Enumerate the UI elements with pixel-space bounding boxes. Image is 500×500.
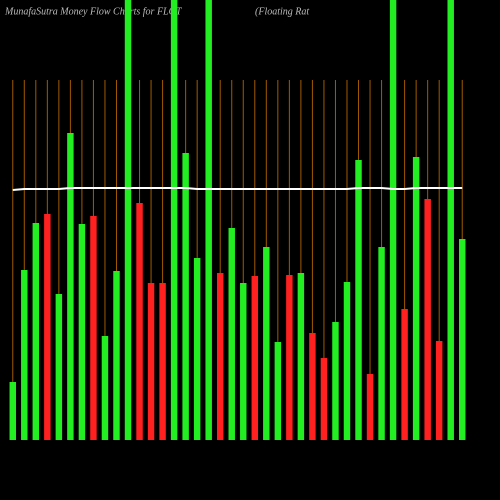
- bar: [182, 153, 189, 440]
- bar: [90, 216, 97, 440]
- bar: [366, 374, 374, 440]
- bar: [78, 224, 86, 440]
- bar: [401, 309, 408, 440]
- bar: [355, 160, 362, 440]
- bar: [286, 275, 293, 440]
- bar: [297, 273, 305, 440]
- bar: [263, 247, 270, 440]
- bar: [44, 214, 51, 440]
- bar: [159, 283, 166, 440]
- bar: [136, 203, 143, 440]
- bar: [32, 223, 40, 440]
- bar: [9, 382, 16, 440]
- bar: [67, 133, 74, 440]
- bar: [343, 282, 351, 440]
- bar: [447, 0, 454, 440]
- bar: [378, 247, 385, 440]
- bar: [170, 0, 178, 440]
- chart-title: MunafaSutra Money Flow Charts for FLOT: [4, 6, 183, 17]
- bar: [240, 283, 247, 440]
- bar: [124, 0, 132, 440]
- bar: [412, 157, 420, 440]
- bar: [101, 336, 109, 440]
- bar: [389, 0, 397, 440]
- bar: [332, 322, 339, 440]
- bar: [309, 333, 316, 440]
- bar: [205, 0, 212, 440]
- average-line: [12, 187, 463, 191]
- bar: [193, 258, 201, 440]
- bar: [113, 271, 120, 440]
- bar: [55, 294, 63, 440]
- bar: [274, 342, 282, 440]
- bar: [21, 270, 28, 440]
- bar: [424, 199, 431, 440]
- bar: [228, 228, 235, 440]
- bar: [251, 276, 259, 440]
- bar: [216, 273, 224, 440]
- bar: [147, 283, 155, 440]
- bar: [320, 358, 328, 440]
- chart-subtitle: (Floating Rat: [255, 6, 309, 17]
- bar: [435, 341, 443, 440]
- bar: [459, 239, 466, 440]
